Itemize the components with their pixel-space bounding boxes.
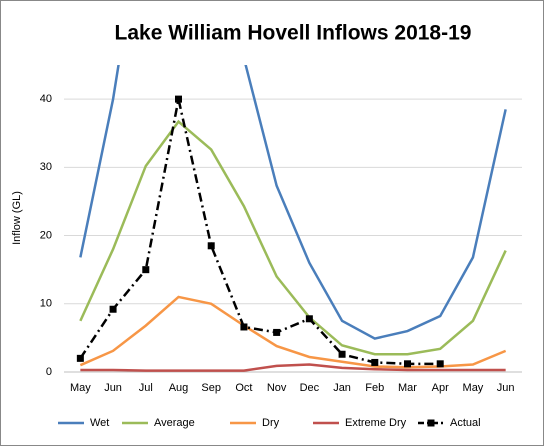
series-marker <box>273 328 281 336</box>
legend-label: Extreme Dry <box>345 417 407 429</box>
y-tick-label: 0 <box>46 366 52 378</box>
series-marker <box>338 350 346 358</box>
series-marker <box>305 315 313 323</box>
x-tick-label: Aug <box>169 382 189 394</box>
series-marker <box>240 323 248 331</box>
series-line <box>80 363 506 372</box>
y-tick-label: 20 <box>40 229 52 241</box>
series-line <box>79 295 507 369</box>
legend-label: Wet <box>90 417 109 429</box>
series-marker <box>76 354 84 362</box>
x-tick-label: Apr <box>432 382 449 394</box>
y-axis-label: Inflow (GL) <box>11 191 23 245</box>
series-marker <box>142 266 150 274</box>
x-tick-label: Oct <box>235 382 252 394</box>
x-tick-label: Jul <box>139 382 153 394</box>
x-tick-label: May <box>463 382 484 394</box>
y-tick-label: 10 <box>40 298 52 310</box>
legend-label: Actual <box>450 417 481 429</box>
legend-label: Average <box>154 417 195 429</box>
series-marker <box>404 360 411 368</box>
x-tick-label: Sep <box>201 382 221 394</box>
series-marker <box>207 242 215 250</box>
y-tick-label: 30 <box>40 161 52 173</box>
x-tick-label: Jan <box>333 382 351 394</box>
series-marker <box>175 95 182 103</box>
x-tick-label: Mar <box>398 382 417 394</box>
chart-title: Lake William Hovell Inflows 2018-19 <box>115 22 472 45</box>
series-marker <box>109 305 117 313</box>
x-tick-label: Jun <box>497 382 515 394</box>
series-marker <box>371 358 379 366</box>
series-marker <box>436 360 444 368</box>
x-tick-label: Feb <box>365 382 384 394</box>
x-tick-label: May <box>70 382 91 394</box>
legend-label: Dry <box>262 417 280 429</box>
series-line <box>79 119 507 356</box>
y-tick-label: 40 <box>40 93 52 105</box>
series-line <box>79 65 507 340</box>
series-line <box>79 98 441 366</box>
legend-marker <box>427 419 435 427</box>
x-tick-label: Dec <box>300 382 320 394</box>
x-tick-label: Jun <box>104 382 122 394</box>
x-tick-label: Nov <box>267 382 287 394</box>
